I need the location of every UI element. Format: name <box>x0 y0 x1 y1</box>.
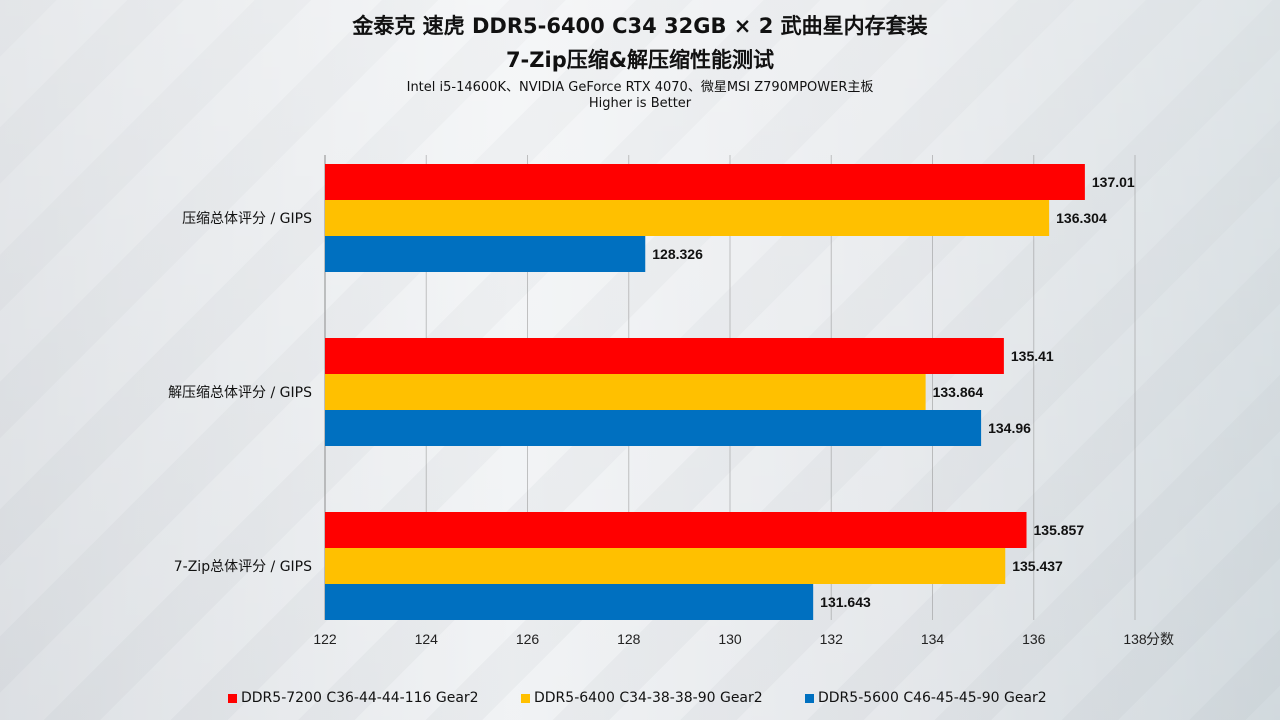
chart-title: 金泰克 速虎 DDR5-6400 C34 32GB × 2 武曲星内存套装 <box>352 14 928 38</box>
x-tick-label: 130 <box>718 631 742 647</box>
legend-swatch <box>228 693 237 703</box>
data-label: 131.643 <box>820 594 871 610</box>
bar <box>325 200 1050 236</box>
x-tick-label: 138 <box>1123 631 1147 647</box>
category-label: 压缩总体评分 / GIPS <box>182 211 312 227</box>
x-tick-label: 122 <box>313 631 337 647</box>
bar <box>325 584 814 620</box>
chart-legend: DDR5-7200 C36-44-44-116 Gear2 DDR5-6400 C… <box>0 690 1280 710</box>
bar <box>325 338 1004 374</box>
bar <box>325 548 1006 584</box>
data-label: 134.96 <box>988 420 1031 436</box>
legend-label: DDR5-6400 C34-38-38-90 Gear2 <box>534 690 763 706</box>
data-label: 133.864 <box>933 384 984 400</box>
legend-item: DDR5-6400 C34-38-38-90 Gear2 <box>521 690 763 706</box>
x-tick-label: 124 <box>415 631 439 647</box>
platform-info: Intel i5-14600K、NVIDIA GeForce RTX 4070、… <box>406 80 874 95</box>
bar <box>325 236 646 272</box>
legend-swatch <box>805 693 814 703</box>
chart-subtitle: 7-Zip压缩&解压缩性能测试 <box>505 48 775 72</box>
data-label: 135.41 <box>1011 348 1054 364</box>
x-tick-label: 132 <box>820 631 844 647</box>
data-label: 136.304 <box>1056 210 1107 226</box>
higher-is-better-note: Higher is Better <box>588 96 692 111</box>
bar <box>325 512 1027 548</box>
data-label: 135.857 <box>1034 522 1085 538</box>
x-tick-label: 134 <box>921 631 945 647</box>
x-tick-label: 136 <box>1022 631 1046 647</box>
bar <box>325 410 982 446</box>
data-label: 137.01 <box>1092 174 1135 190</box>
x-axis-label: 分数 <box>1146 632 1174 648</box>
x-tick-label: 128 <box>617 631 641 647</box>
bar <box>325 164 1085 200</box>
x-tick-label: 126 <box>516 631 540 647</box>
data-label: 128.326 <box>652 246 703 262</box>
data-label: 135.437 <box>1012 558 1063 574</box>
legend-item: DDR5-7200 C36-44-44-116 Gear2 <box>228 690 479 706</box>
legend-swatch <box>521 693 530 703</box>
legend-label: DDR5-5600 C46-45-45-90 Gear2 <box>818 690 1047 706</box>
category-label: 7-Zip总体评分 / GIPS <box>174 559 312 575</box>
bar <box>325 374 926 410</box>
category-label: 解压缩总体评分 / GIPS <box>168 385 312 401</box>
legend-item: DDR5-5600 C46-45-45-90 Gear2 <box>805 690 1047 706</box>
legend-label: DDR5-7200 C36-44-44-116 Gear2 <box>241 690 479 706</box>
